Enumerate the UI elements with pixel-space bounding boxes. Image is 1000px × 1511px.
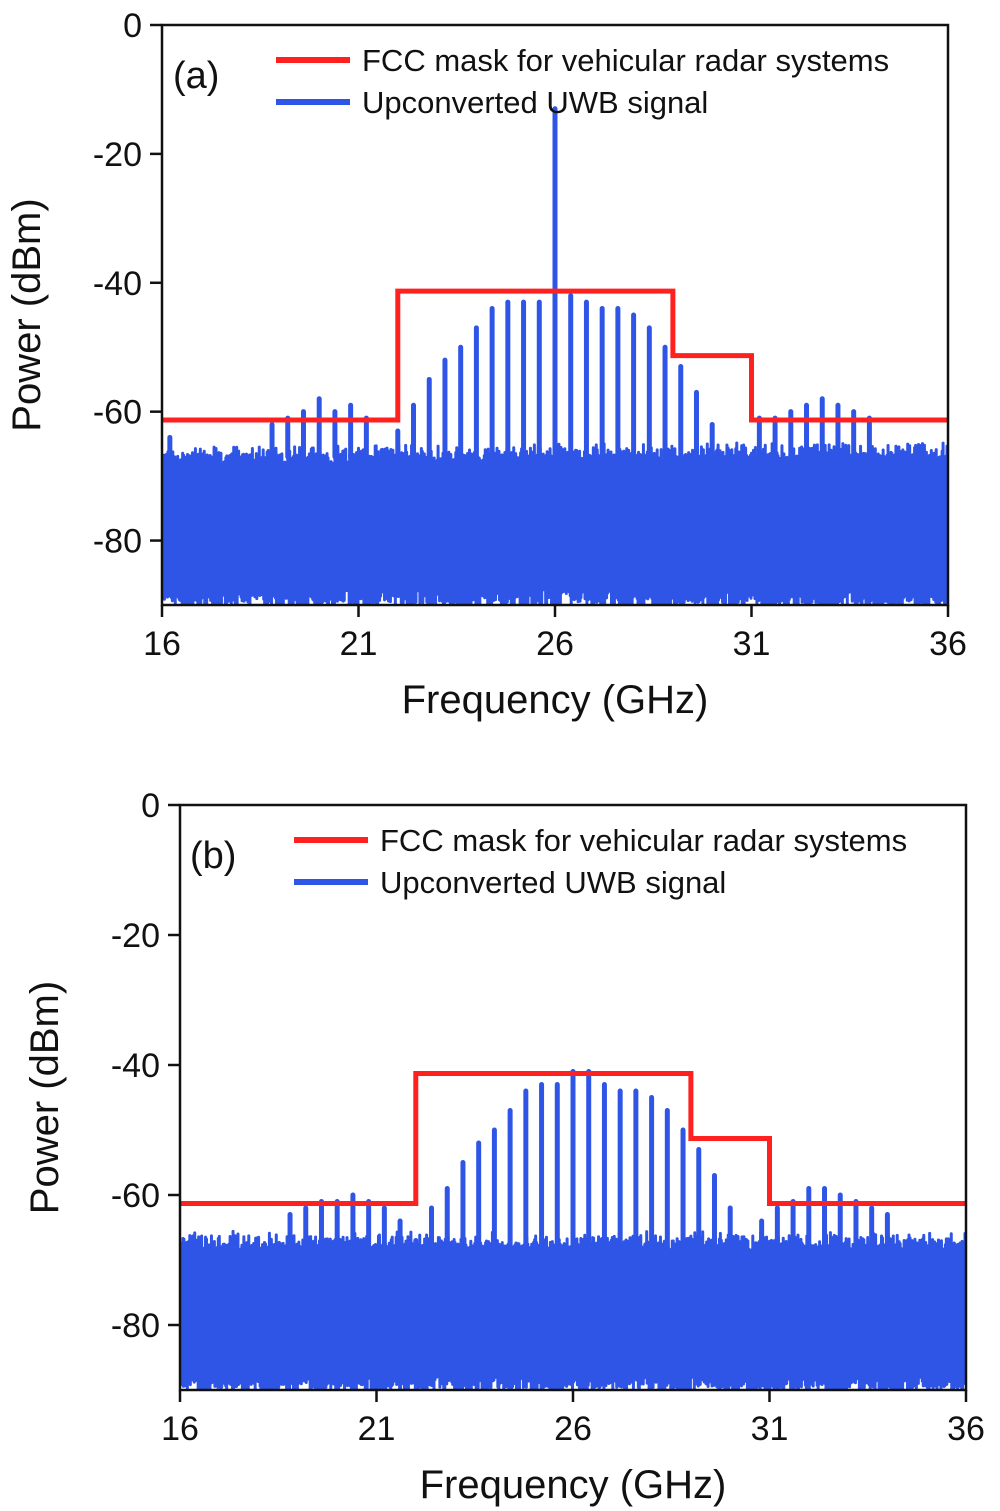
y-tick-label: -60 [111,1177,160,1215]
y-tick-label: -40 [111,1047,160,1085]
legend: FCC mask for vehicular radar systems Upco… [276,43,889,120]
legend-label-uwb-signal: Upconverted UWB signal [380,865,726,900]
x-tick-label: 36 [947,1410,985,1448]
x-tick-label: 21 [358,1410,396,1448]
x-tick-label: 26 [554,1410,592,1448]
x-axis-title: Frequency (GHz) [420,1463,727,1507]
x-tick-label: 26 [536,625,574,663]
legend-label-uwb-signal: Upconverted UWB signal [362,85,708,120]
chart-panel-b: 16 21 26 31 36 0 -20 -40 -60 -80 Frequency (GHz) Po… [23,787,985,1507]
plot-area [162,106,948,605]
legend-label-fcc-mask: FCC mask for vehicular radar systems [380,823,907,858]
y-tick-label: 0 [141,787,160,825]
x-tick-label: 31 [733,625,771,663]
y-tick-label: -80 [111,1307,160,1345]
y-tick-label: 0 [123,7,142,45]
y-axis-title: Power (dBm) [5,198,49,431]
x-tick-label: 36 [929,625,967,663]
uwb-noise-floor [162,441,948,605]
y-tick-label: -20 [93,136,142,174]
uwb-noise-floor [180,1229,966,1390]
x-axis-title: Frequency (GHz) [402,678,709,722]
y-tick-label: -20 [111,917,160,955]
x-tick-label: 31 [751,1410,789,1448]
y-axis-title: Power (dBm) [23,981,67,1214]
fcc-mask-line [162,288,948,423]
y-tick-label: -40 [93,265,142,303]
panel-label: (a) [173,55,219,97]
x-tick-label: 21 [340,625,378,663]
legend-label-fcc-mask: FCC mask for vehicular radar systems [362,43,889,78]
plot-area [180,1069,966,1390]
x-tick-label: 16 [143,625,181,663]
chart-panel-a: 16 21 26 31 36 0 -20 -40 -60 -80 Frequency (GHz) Po… [5,7,967,722]
legend: FCC mask for vehicular radar systems Upco… [294,823,907,900]
y-tick-label: -60 [93,394,142,432]
panel-label: (b) [190,835,236,877]
fcc-mask-line [180,1070,966,1206]
x-tick-label: 16 [161,1410,199,1448]
y-tick-label: -80 [93,523,142,561]
